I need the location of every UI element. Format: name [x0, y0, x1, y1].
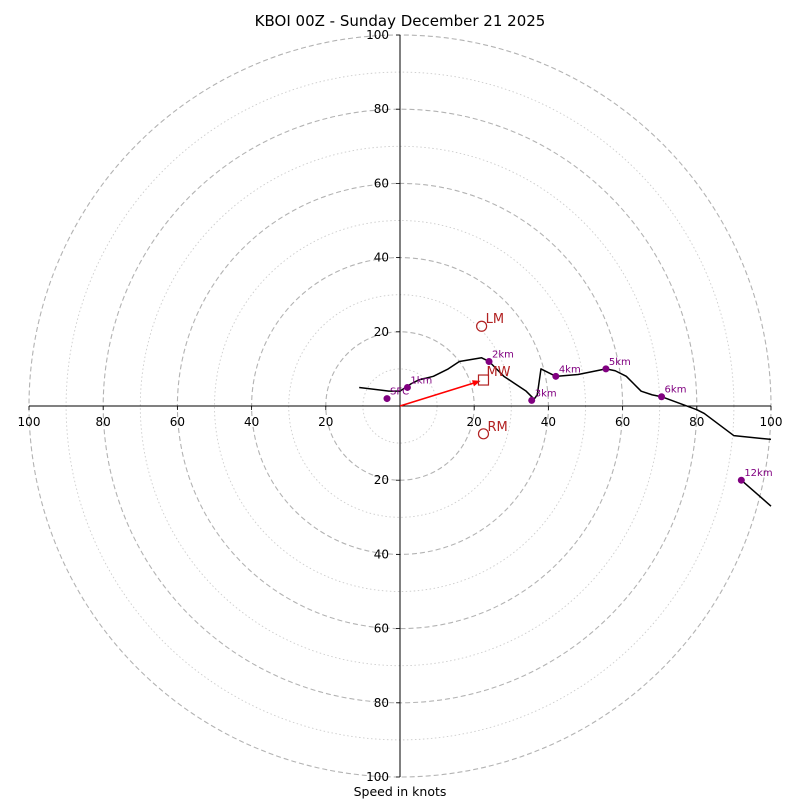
y-tick-label: 60 [374, 176, 389, 190]
height-marker-dot [737, 476, 745, 484]
height-marker-dot [383, 395, 391, 403]
left-mover-label: LM [486, 312, 504, 327]
x-tick-label: 80 [96, 415, 111, 429]
chart-title: KBOI 00Z - Sunday December 21 2025 [255, 12, 546, 30]
x-tick-label: 40 [541, 415, 556, 429]
y-tick-label: 100 [366, 770, 389, 784]
right-mover-marker [477, 428, 490, 440]
height-marker-label: 3km [535, 388, 557, 399]
mean-wind-marker [477, 374, 490, 386]
x-axis-label: Speed in knots [354, 784, 447, 799]
height-marker-label: 2km [492, 349, 514, 360]
right-mover-label: RM [487, 420, 507, 435]
y-tick-label: 40 [374, 547, 389, 561]
height-marker-dot [528, 396, 536, 404]
height-marker-dot [485, 357, 493, 365]
left-mover-marker [476, 320, 488, 332]
height-marker-label: 1km [410, 375, 432, 386]
y-tick-label: 80 [374, 696, 389, 710]
x-tick-label: 100 [760, 415, 783, 429]
y-tick-labels: 100 80 60 40 20 20 40 60 80 100 [366, 28, 400, 784]
y-tick-label: 60 [374, 622, 389, 636]
x-tick-label: 60 [170, 415, 185, 429]
y-tick-label: 40 [374, 251, 389, 265]
y-tick-label: 100 [366, 28, 389, 42]
height-marker-dot [658, 393, 666, 401]
height-marker-label: 4km [559, 364, 581, 375]
x-tick-label: 20 [318, 415, 333, 429]
height-marker-label: 5km [609, 357, 631, 368]
x-tick-label: 80 [689, 415, 704, 429]
mean-wind-arrow [399, 382, 475, 407]
height-marker-dot [552, 372, 560, 380]
x-tick-label: 40 [244, 415, 259, 429]
x-tick-label: 60 [615, 415, 630, 429]
height-marker-dot [602, 365, 610, 373]
height-marker-label: 6km [665, 385, 687, 396]
height-marker-label: 12km [744, 468, 772, 479]
storm-motion: MW LM RM [399, 312, 511, 440]
height-marker-label: SFC [390, 387, 409, 398]
y-tick-label: 80 [374, 102, 389, 116]
mean-wind-label: MW [486, 365, 510, 380]
x-tick-label: 100 [18, 415, 41, 429]
y-tick-label: 20 [374, 473, 389, 487]
x-tick-labels: 100 80 60 40 20 20 40 60 80 100 [18, 406, 783, 429]
height-marker-dot [403, 383, 411, 391]
x-tick-label: 20 [467, 415, 482, 429]
y-tick-label: 20 [374, 325, 389, 339]
wind-trace-upper-segment [740, 479, 772, 507]
